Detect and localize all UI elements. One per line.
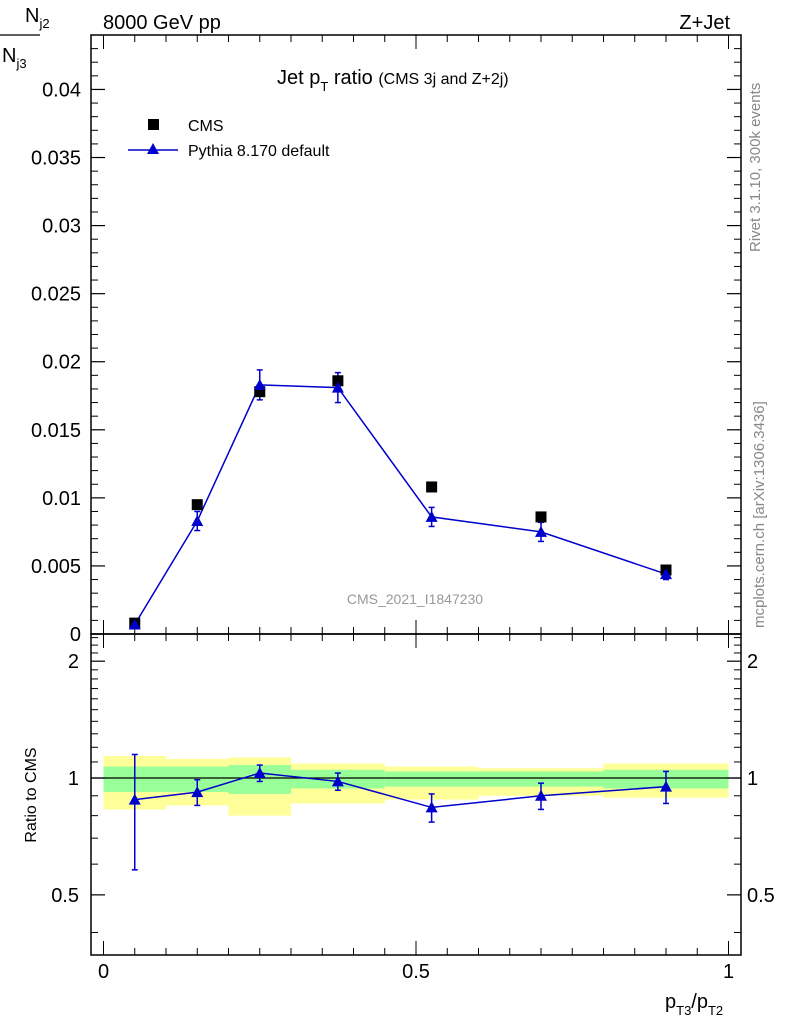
- ratio-inner-band: [478, 771, 604, 787]
- ratio-series-layer: [128, 753, 672, 871]
- main-y-tick-label: 0.025: [31, 284, 81, 306]
- mc-data-point: [425, 510, 438, 522]
- legend-mc-marker: [147, 143, 159, 154]
- ratio-y-tick-label: 0.5: [51, 885, 79, 907]
- ratio-mc-point: [660, 780, 672, 792]
- ratio-y-axis: 0.5 0.5 1 1 2 2: [51, 637, 775, 933]
- mc-data-point: [253, 378, 266, 390]
- ratio-mc-point: [128, 793, 141, 805]
- legend: CMS Pythia 8.170 default: [128, 118, 330, 160]
- ratio-panel: 0.5 0.51 12 2 0 0.5 1 Ratio to CMS pT3/pT2: [23, 633, 775, 1018]
- main-y-label: Nj3 Nj2: [0, 5, 50, 71]
- ratio-frame: [90, 633, 742, 956]
- ratio-y-tick-label-right: 1: [747, 768, 758, 790]
- main-y-tick-label: 0.035: [31, 148, 81, 170]
- cms-data-point: [332, 375, 344, 387]
- cms-data-point: [191, 499, 203, 511]
- mc-data-point: [128, 618, 141, 630]
- x-tick-label: 1: [723, 961, 734, 983]
- ratio-mc-point: [331, 775, 344, 787]
- ratio-y-tick-label-right: 0.5: [747, 885, 775, 907]
- y-label-denominator: Nj2: [25, 5, 50, 31]
- ratio-mc-point: [535, 789, 547, 801]
- main-title: Jet pT ratio (CMS 3j and Z+2j): [277, 67, 509, 94]
- main-y-tick-label: 0.01: [42, 488, 81, 510]
- cms-data-point: [426, 481, 438, 493]
- main-y-tick-label: 0.02: [42, 352, 81, 374]
- main-x-axis-ticks: [103, 35, 729, 634]
- main-series-layer: [128, 369, 672, 630]
- ratio-y-tick-label: 2: [68, 651, 79, 673]
- ratio-y-tick-label-right: 2: [747, 651, 758, 673]
- ratio-mc-point: [253, 767, 266, 779]
- x-axis-label: pT3/pT2: [665, 991, 723, 1018]
- main-y-axis: 0 0.005 0.01 0.015 0.02 0.025 0.03 0.035 0.04: [31, 48, 741, 646]
- rivet-version-label: Rivet 3.1.10, 300k events: [747, 83, 764, 252]
- mc-data-point: [660, 568, 672, 580]
- mc-data-point: [331, 381, 344, 393]
- y-label-numerator: Nj3: [2, 45, 27, 71]
- main-y-tick-label: 0.04: [42, 79, 81, 101]
- ratio-inner-band: [384, 771, 479, 787]
- main-y-tick-label: 0.03: [42, 216, 81, 238]
- legend-cms-marker: [148, 119, 159, 130]
- legend-cms-label: CMS: [188, 118, 224, 135]
- main-y-tick-label: 0.015: [31, 420, 81, 442]
- ratio-x-axis: 0 0.5 1: [98, 634, 734, 983]
- mc-line: [134, 384, 667, 625]
- cms-data-point: [535, 511, 547, 523]
- mcplots-source-label: mcplots.cern.ch [arXiv:1306.3436]: [751, 401, 768, 628]
- ratio-y-tick-label: 1: [68, 768, 79, 790]
- main-y-tick-label: 0.005: [31, 556, 81, 578]
- header-process-label: Z+Jet: [679, 12, 730, 34]
- ratio-y-label: Ratio to CMS: [23, 747, 40, 842]
- mc-data-point: [535, 525, 547, 537]
- x-tick-label: 0.5: [402, 961, 430, 983]
- header-energy-label: 8000 GeV pp: [103, 12, 221, 34]
- cms-data-point: [254, 386, 266, 398]
- ratio-mc-point: [425, 801, 438, 813]
- main-panel: 0 0.005 0.01 0.015 0.02 0.025 0.03 0.035 0.04 Je…: [0, 5, 742, 646]
- mc-data-point: [191, 515, 204, 527]
- legend-mc-label: Pythia 8.170 default: [188, 143, 330, 160]
- ratio-mc-point: [191, 786, 204, 798]
- main-y-tick-label: 0: [70, 624, 81, 646]
- analysis-watermark: CMS_2021_I1847230: [347, 591, 483, 607]
- x-tick-label: 0: [98, 961, 109, 983]
